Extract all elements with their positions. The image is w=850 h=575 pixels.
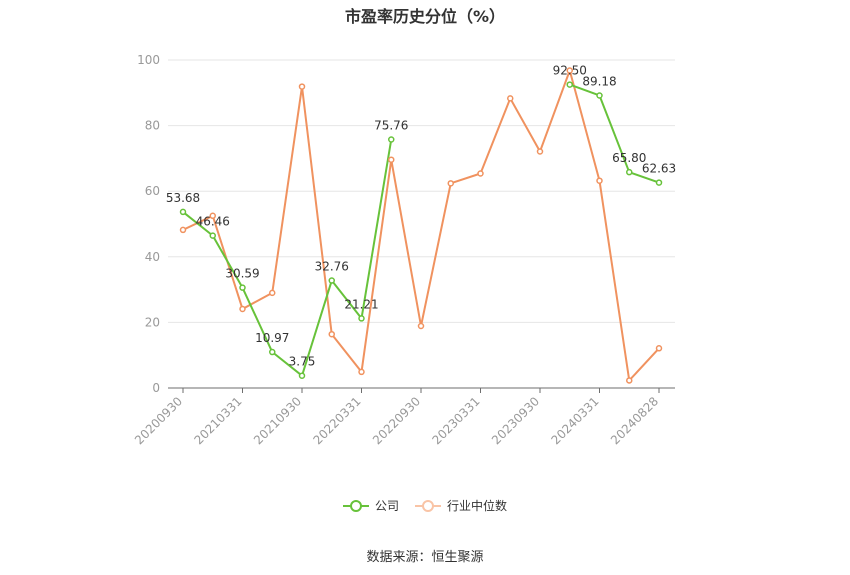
- data-label-company: 65.80: [612, 151, 646, 165]
- data-point-company: [298, 372, 306, 379]
- x-tick-label: 20230331: [430, 394, 483, 447]
- x-tick-label: 20220930: [370, 394, 423, 447]
- data-label-company: 46.46: [196, 215, 230, 229]
- data-point-industry-median: [507, 95, 514, 102]
- data-point-company: [209, 232, 216, 239]
- data-point-company: [328, 277, 335, 284]
- x-tick-label: 20220331: [311, 394, 364, 447]
- data-point-industry-median: [388, 156, 395, 163]
- legend-label-company: 公司: [374, 499, 399, 513]
- data-point-industry-median: [477, 170, 484, 177]
- data-point-company: [596, 92, 603, 99]
- data-point-industry-median: [239, 305, 246, 313]
- data-point-company: [626, 168, 633, 176]
- data-point-industry-median: [596, 177, 603, 184]
- data-point-industry-median: [269, 289, 276, 297]
- x-tick-label: 20240331: [549, 394, 602, 447]
- data-point-company: [358, 315, 365, 322]
- data-point-company: [655, 179, 663, 186]
- legend-label-industry-median: 行业中位数: [447, 499, 508, 513]
- y-tick-label: 0: [152, 381, 160, 395]
- data-point-industry-median: [566, 67, 573, 74]
- data-point-company: [239, 284, 246, 291]
- data-point-industry-median: [447, 180, 454, 187]
- x-tick-label: 20240828: [608, 394, 661, 447]
- chart-title: 市盈率历史分位（%）: [344, 7, 506, 26]
- x-tick-label: 20210331: [192, 394, 245, 447]
- data-point-industry-median: [536, 148, 544, 155]
- legend-swatch-industry-median: [415, 499, 441, 513]
- data-point-company: [388, 136, 395, 143]
- legend-swatch-company: [342, 499, 369, 513]
- legend: 公司 行业中位数: [0, 497, 850, 514]
- data-point-industry-median: [298, 83, 306, 90]
- data-point-industry-median: [328, 330, 335, 338]
- data-point-industry-median: [358, 368, 365, 376]
- data-point-company: [269, 348, 276, 356]
- y-tick-label: 40: [145, 250, 160, 264]
- data-point-industry-median: [655, 345, 663, 352]
- data-label-company: 92.50: [553, 64, 587, 78]
- data-point-industry-median: [209, 212, 216, 220]
- y-tick-label: 60: [145, 184, 160, 198]
- data-label-company: 21.21: [344, 297, 378, 311]
- data-point-company: [566, 81, 573, 88]
- data-label-company: 75.76: [374, 119, 408, 133]
- data-label-company: 53.68: [166, 191, 200, 205]
- y-tick-label: 20: [145, 315, 160, 329]
- data-label-company: 30.59: [225, 267, 259, 281]
- data-point-industry-median: [417, 322, 425, 330]
- data-label-company: 10.97: [255, 331, 289, 345]
- x-tick-label: 20230930: [489, 394, 542, 447]
- legend-item-industry-median[interactable]: 行业中位数: [415, 497, 507, 514]
- legend-item-company[interactable]: 公司: [342, 497, 399, 514]
- x-tick-label: 20210930: [251, 394, 304, 447]
- data-label-company: 62.63: [642, 162, 676, 176]
- y-tick-label: 100: [137, 53, 160, 67]
- data-point-industry-median: [626, 377, 633, 384]
- x-tick-label: 20200930: [132, 394, 185, 447]
- data-label-company: 3.75: [289, 355, 316, 369]
- data-source: 数据来源：恒生聚源: [366, 550, 484, 565]
- series-line-company: [182, 83, 660, 377]
- data-point-industry-median: [179, 226, 187, 234]
- data-label-company: 89.18: [582, 74, 616, 88]
- data-point-company: [179, 208, 187, 216]
- data-label-company: 32.76: [315, 260, 349, 274]
- y-tick-label: 80: [145, 119, 160, 133]
